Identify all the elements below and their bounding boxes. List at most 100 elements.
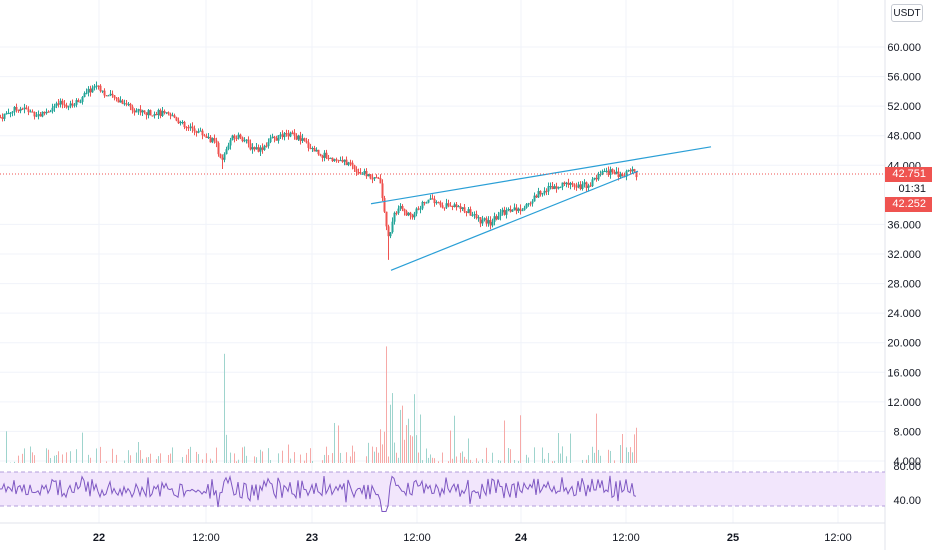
candle-body: [307, 142, 310, 148]
candle-body: [101, 90, 104, 92]
candle-body: [207, 136, 210, 138]
candle-body: [337, 160, 340, 162]
candle-body: [407, 212, 410, 216]
volume-bars: [6, 346, 637, 463]
volume-bar: [288, 444, 289, 463]
candle-body: [25, 107, 28, 110]
volume-bar: [146, 457, 147, 463]
volume-bar: [464, 456, 465, 463]
candle-body: [351, 162, 354, 166]
candle-body: [153, 114, 156, 116]
volume-bar: [254, 456, 255, 463]
price-tick-label: 48.000: [887, 131, 921, 143]
candle-body: [77, 100, 80, 103]
candle-body: [487, 220, 490, 224]
candle-body: [137, 109, 140, 111]
candle-body: [201, 130, 204, 136]
candle-body: [561, 182, 564, 188]
volume-bar: [566, 456, 567, 463]
candle-body: [305, 140, 308, 143]
candle-body: [541, 193, 544, 195]
candle-body: [383, 198, 386, 212]
currency-button[interactable]: USDT: [891, 4, 923, 22]
candle-body: [43, 111, 46, 114]
candle-body: [587, 185, 590, 188]
candle-body: [251, 147, 254, 150]
volume-bar: [478, 461, 479, 463]
candle-body: [319, 154, 322, 156]
candle-body: [439, 202, 442, 206]
candle-body: [433, 198, 436, 204]
candle-body: [117, 98, 120, 103]
volume-bar: [570, 433, 571, 463]
candle-body: [81, 97, 84, 102]
volume-bar: [66, 452, 67, 463]
volume-bar: [382, 444, 383, 463]
candle-body: [265, 145, 268, 147]
volume-bar: [340, 452, 341, 463]
price-tick-label: 24.000: [887, 308, 921, 320]
candle-body: [179, 122, 182, 124]
volume-bar: [414, 394, 415, 463]
candle-body: [83, 93, 86, 98]
volume-bar: [256, 457, 257, 463]
candle-body: [141, 110, 144, 113]
volume-bar: [202, 459, 203, 463]
candle-body: [249, 143, 252, 150]
candle-body: [85, 92, 88, 94]
candle-body: [607, 170, 610, 175]
time-tick-label: 12:00: [403, 532, 431, 544]
volume-bar: [140, 450, 141, 463]
candle-body: [253, 147, 256, 150]
candle-body: [333, 159, 336, 162]
candle-body: [261, 147, 264, 150]
candle-body: [401, 206, 404, 210]
candle-body: [0, 117, 2, 119]
candle-body: [95, 85, 98, 87]
candle-body: [423, 202, 426, 204]
candle-body: [471, 214, 474, 216]
candle-body: [311, 148, 314, 150]
candle-body: [631, 169, 634, 172]
candle-body: [403, 209, 406, 212]
volume-bar: [346, 452, 347, 463]
candle-body: [291, 132, 294, 134]
volume-bar: [22, 453, 23, 463]
candle-body: [371, 178, 374, 180]
volume-bar: [492, 452, 493, 463]
candle-body: [367, 174, 370, 177]
volume-bar: [34, 455, 35, 463]
prev-price-tag: 42.252: [885, 197, 932, 212]
volume-bar: [196, 451, 197, 463]
volume-bar: [190, 446, 191, 463]
trendline-upper[interactable]: [370, 146, 712, 205]
candle-body: [103, 90, 106, 96]
candle-body: [283, 133, 286, 138]
candle-body: [33, 112, 36, 117]
candle-body: [217, 142, 220, 155]
candle-body: [387, 226, 390, 237]
candle-body: [181, 121, 184, 123]
volume-bar: [420, 414, 421, 463]
volume-bar: [452, 458, 453, 463]
trendline-lower[interactable]: [390, 170, 639, 271]
volume-bar: [418, 452, 419, 463]
volume-bar: [268, 448, 269, 463]
volume-bar: [626, 447, 627, 463]
candle-body: [331, 157, 334, 162]
candle-body: [415, 208, 418, 214]
candle-body: [121, 100, 124, 104]
candle-body: [67, 106, 70, 108]
candle-body: [349, 162, 352, 164]
candle-body: [323, 152, 326, 158]
candle-body: [497, 216, 500, 220]
candle-body: [143, 110, 146, 113]
candle-body: [293, 132, 296, 136]
trendlines: [370, 146, 712, 271]
candle-body: [245, 139, 248, 141]
candle-body: [413, 213, 416, 218]
candle-body: [155, 114, 158, 116]
candle-body: [269, 138, 272, 143]
volume-bar: [388, 456, 389, 463]
